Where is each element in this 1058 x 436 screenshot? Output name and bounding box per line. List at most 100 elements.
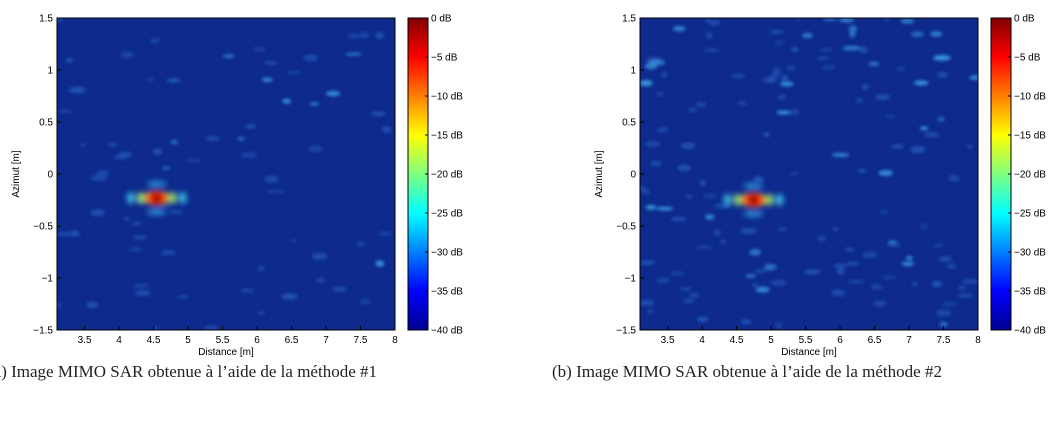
speck bbox=[161, 166, 171, 170]
colorbar-tick-label: −10 dB bbox=[1014, 92, 1046, 103]
speck bbox=[772, 67, 782, 75]
speck bbox=[932, 243, 944, 248]
peak bbox=[747, 195, 760, 204]
colorbar-tick-label: −35 dB bbox=[431, 287, 463, 298]
speck bbox=[833, 263, 847, 269]
speck bbox=[957, 286, 967, 290]
speck bbox=[879, 210, 889, 215]
speck bbox=[244, 124, 257, 130]
speck bbox=[888, 240, 897, 245]
speck bbox=[264, 175, 279, 183]
speck bbox=[720, 239, 727, 245]
heatmap-image bbox=[640, 18, 978, 330]
lobe bbox=[733, 193, 742, 206]
lobe bbox=[765, 193, 774, 206]
speck bbox=[132, 235, 148, 240]
speck bbox=[776, 110, 791, 115]
colorbar-tick-label: −40 dB bbox=[1014, 326, 1046, 337]
x-tick-label: 5 bbox=[185, 335, 191, 346]
speck bbox=[66, 58, 73, 63]
colorbar-tick-label: −40 dB bbox=[431, 326, 463, 337]
speck bbox=[345, 52, 363, 56]
y-axis-label: Azimut [m] bbox=[11, 150, 22, 197]
speck bbox=[935, 309, 952, 317]
speck bbox=[745, 274, 756, 278]
speck bbox=[844, 247, 855, 252]
x-tick-label: 6.5 bbox=[285, 335, 299, 346]
y-tick-label: −0.5 bbox=[33, 222, 53, 233]
x-tick-label: 8 bbox=[392, 335, 398, 346]
speck bbox=[655, 91, 664, 97]
speck bbox=[752, 175, 764, 183]
speck bbox=[910, 31, 924, 38]
speck bbox=[821, 65, 837, 70]
speck bbox=[867, 61, 880, 67]
speck bbox=[648, 59, 666, 66]
speck bbox=[656, 127, 669, 133]
speck bbox=[96, 170, 110, 177]
x-tick-label: 5.5 bbox=[216, 335, 230, 346]
speck bbox=[822, 18, 840, 22]
speck bbox=[170, 140, 179, 145]
speck bbox=[741, 319, 752, 325]
heatmap-image bbox=[57, 18, 395, 330]
speck bbox=[948, 174, 961, 182]
peak bbox=[150, 194, 163, 203]
colorbar-tick-label: −10 dB bbox=[431, 92, 463, 103]
colorbar-tick-label: −25 dB bbox=[431, 209, 463, 220]
speck bbox=[177, 295, 190, 299]
speck bbox=[804, 269, 822, 275]
target bbox=[126, 181, 187, 216]
speck bbox=[240, 152, 257, 158]
speck bbox=[775, 322, 782, 329]
speck bbox=[347, 33, 361, 39]
speck bbox=[377, 231, 393, 236]
speck bbox=[839, 18, 855, 23]
y-tick-label: −1 bbox=[42, 274, 54, 285]
lobe bbox=[168, 192, 177, 205]
speck bbox=[910, 146, 926, 153]
speck bbox=[695, 101, 707, 108]
speck bbox=[847, 279, 865, 284]
lobe bbox=[146, 209, 167, 216]
speck bbox=[661, 71, 668, 79]
texture bbox=[57, 18, 393, 330]
speck bbox=[356, 241, 366, 247]
y-tick-label: 1.5 bbox=[39, 14, 53, 25]
speck bbox=[931, 280, 943, 288]
speck bbox=[645, 204, 657, 210]
speck bbox=[739, 227, 758, 234]
speck bbox=[831, 290, 847, 297]
speck bbox=[702, 194, 717, 198]
speck bbox=[303, 54, 319, 62]
speck bbox=[849, 31, 856, 38]
speck bbox=[647, 309, 655, 314]
speck bbox=[252, 47, 266, 52]
speck bbox=[69, 230, 81, 237]
speck bbox=[905, 256, 914, 260]
speck bbox=[685, 194, 693, 199]
speck bbox=[911, 281, 918, 287]
speck bbox=[946, 263, 957, 269]
speck bbox=[966, 144, 974, 149]
speck bbox=[789, 172, 800, 176]
speck bbox=[680, 142, 696, 150]
colorbar-tick-label: −35 dB bbox=[1014, 287, 1046, 298]
background bbox=[57, 18, 395, 330]
speck bbox=[308, 145, 323, 153]
speck bbox=[859, 46, 868, 54]
speck bbox=[695, 245, 714, 250]
y-tick-label: 0.5 bbox=[622, 118, 636, 129]
speck bbox=[677, 164, 692, 172]
speck bbox=[204, 135, 220, 141]
speck bbox=[890, 144, 905, 149]
lobe bbox=[136, 192, 145, 205]
speck bbox=[185, 158, 202, 163]
speck bbox=[650, 160, 662, 167]
speck bbox=[749, 248, 762, 256]
x-tick-label: 6.5 bbox=[868, 335, 882, 346]
speck bbox=[360, 298, 371, 305]
speck bbox=[713, 229, 722, 237]
speck bbox=[937, 117, 945, 122]
